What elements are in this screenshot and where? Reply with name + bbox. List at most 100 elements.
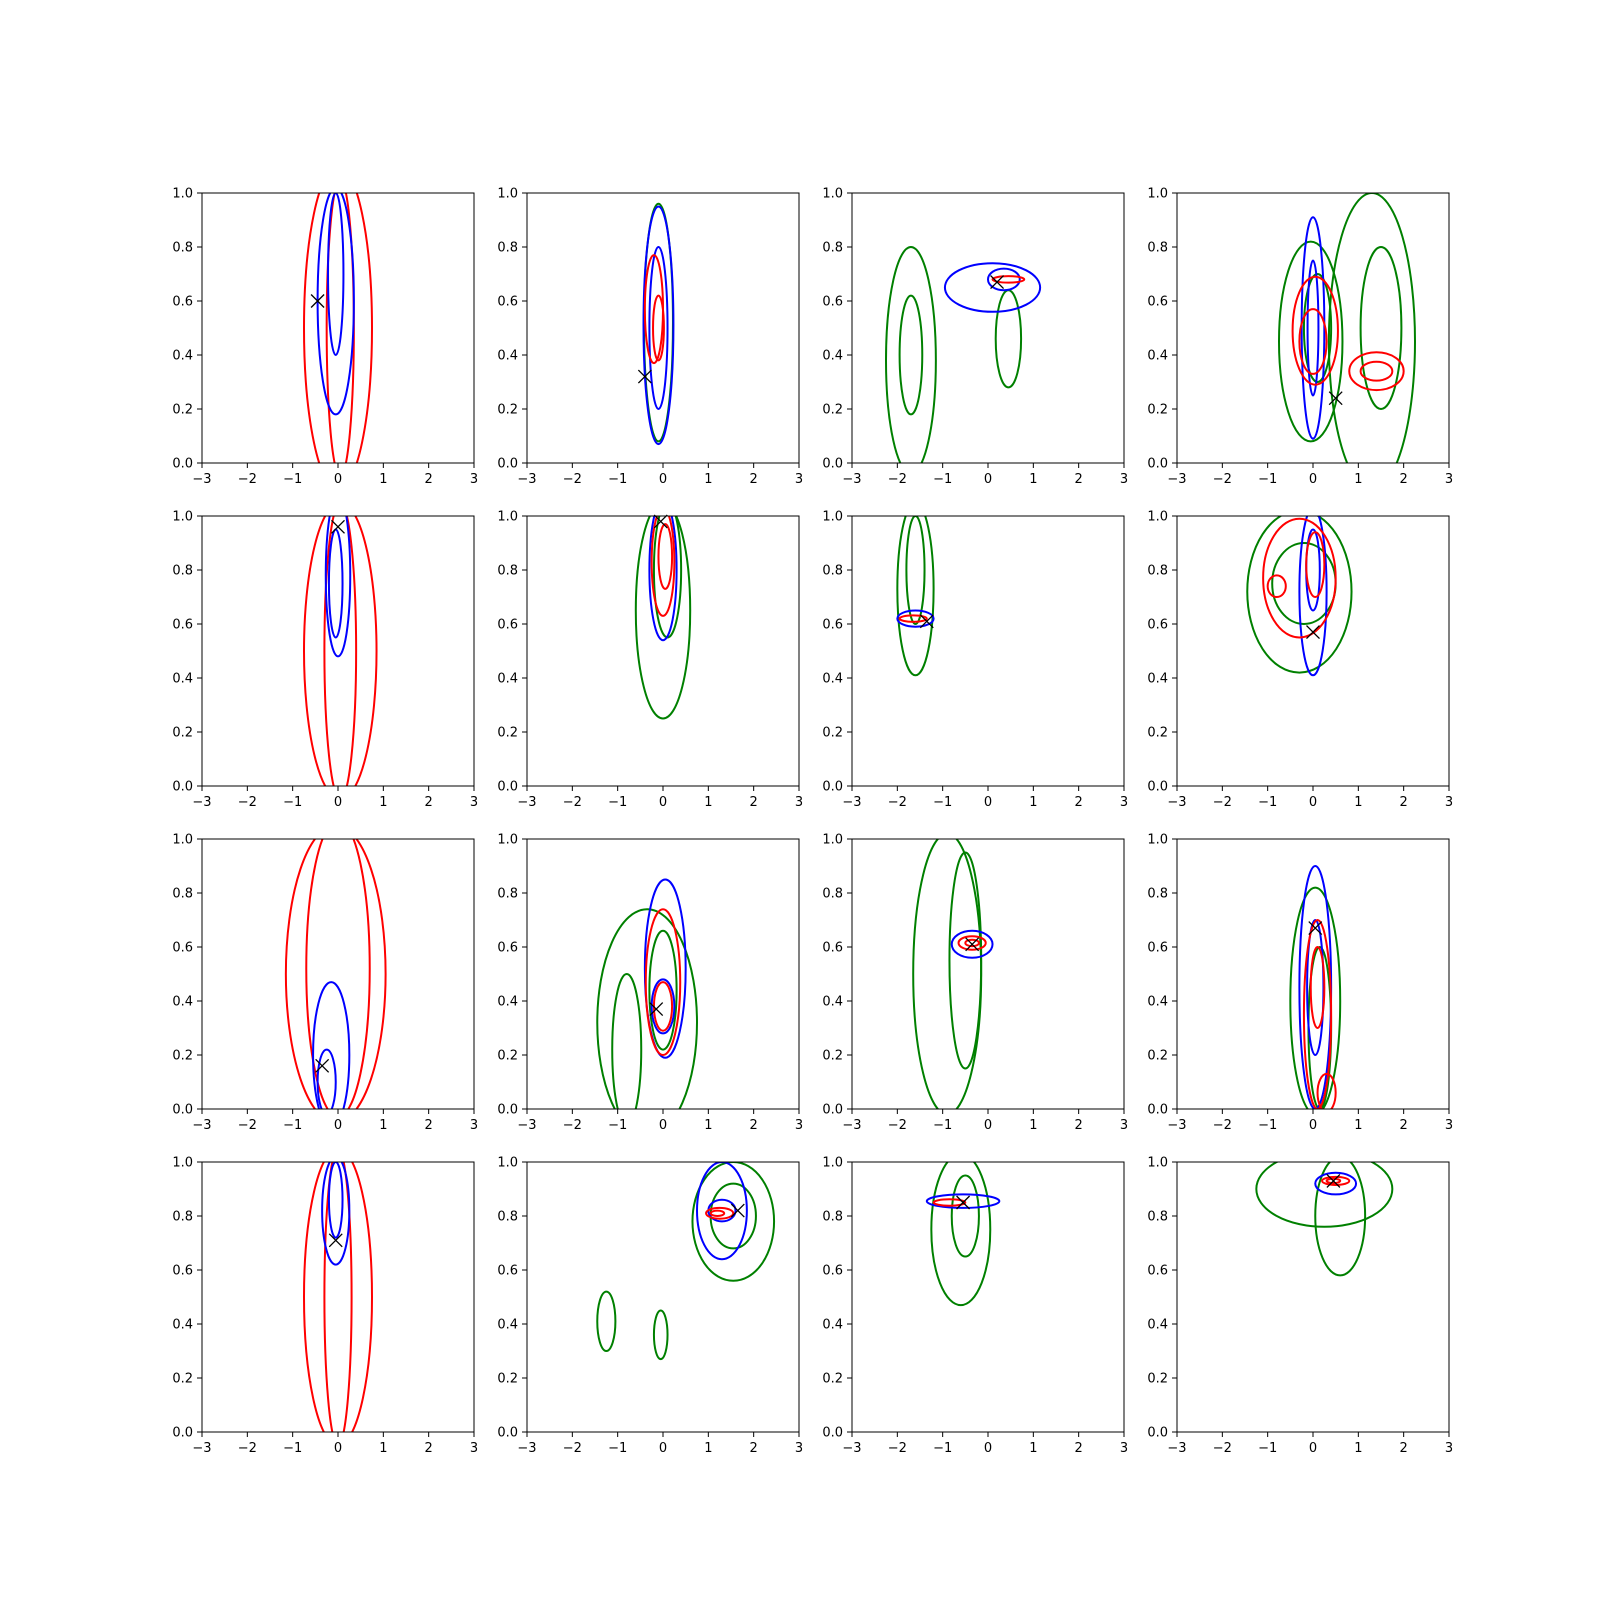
x-tick-label: 3 [795,1118,803,1133]
x-tick-label: 3 [795,1441,803,1456]
x-tick-label: −1 [1258,472,1277,487]
red-contour [323,1162,353,1432]
y-tick-label: 0.2 [172,1049,193,1064]
y-tick-label: 0.0 [1147,780,1168,795]
x-tick-label: 1 [1029,795,1037,810]
red-contour [991,275,1026,284]
true-value-marker [919,614,934,629]
true-value-marker [990,275,1005,290]
x-tick-label: −2 [888,795,907,810]
x-tick-label: 1 [379,472,387,487]
x-tick-label: −1 [283,1118,302,1133]
red-contour [1359,360,1394,382]
green-contour [930,1162,992,1307]
x-tick-label: −2 [563,795,582,810]
y-tick-label: 0.6 [497,295,518,310]
true-value-marker [310,294,325,308]
x-tick-label: −1 [1258,1441,1277,1456]
green-contour [905,516,926,625]
axes-frame [201,1161,475,1433]
x-tick-label: 3 [1445,1118,1453,1133]
green-contour [1327,193,1416,463]
x-tick-label: 2 [1400,1118,1408,1133]
y-tick-label: 0.2 [172,403,193,418]
true-value-marker [965,937,980,952]
x-tick-label: 3 [1445,472,1453,487]
red-contour [1305,531,1326,598]
x-tick-label: −2 [563,1441,582,1456]
y-tick-label: 0.0 [822,780,843,795]
axes-frame [851,838,1125,1110]
x-tick-label: 0 [984,1118,992,1133]
red-contour [1266,574,1287,599]
y-tick-label: 0.0 [822,1103,843,1118]
blue-contour [925,1193,1001,1209]
y-tick-label: 0.6 [1147,941,1168,956]
y-tick-label: 1.0 [822,510,843,525]
axes-frame [1176,1161,1450,1433]
red-contour [1298,308,1328,375]
subplot-5: −3 −2 −1 0 1 2 3 0.0 0.2 0.4 0.6 0.8 1.0 [172,510,478,811]
subplot-13: −3 −2 −1 0 1 2 3 0.0 0.2 0.4 0.6 0.8 1.0 [172,1156,478,1457]
y-tick-label: 0.0 [172,780,193,795]
x-tick-label: 1 [704,1118,712,1133]
contour-layer [634,516,692,720]
x-tick-label: 0 [984,1441,992,1456]
y-tick-label: 0.8 [1147,887,1168,902]
y-tick-label: 0.0 [172,1426,193,1441]
green-contour [1359,246,1403,410]
red-contour [303,516,378,786]
x-tick-label: −2 [238,1441,257,1456]
true-value-marker [730,1203,745,1218]
y-tick-label: 0.0 [497,1103,518,1118]
contour-layer [303,193,373,463]
x-tick-label: 3 [795,472,803,487]
x-tick-label: 2 [1075,795,1083,810]
y-tick-label: 0.0 [497,1426,518,1441]
y-tick-label: 0.6 [822,618,843,633]
blue-contour [648,516,678,642]
true-value-marker [1308,921,1323,936]
x-tick-label: 0 [1309,1118,1317,1133]
x-tick-label: 0 [334,795,342,810]
y-tick-label: 0.2 [172,1372,193,1387]
x-tick-label: 1 [379,1441,387,1456]
green-contour [634,516,692,720]
y-tick-label: 0.8 [497,241,518,256]
x-tick-label: −1 [608,1441,627,1456]
x-tick-label: 2 [1400,795,1408,810]
y-tick-label: 0.0 [172,1103,193,1118]
y-tick-label: 0.8 [822,887,843,902]
green-contour [912,839,983,1109]
subplot-6: −3 −2 −1 0 1 2 3 0.0 0.2 0.4 0.6 0.8 1.0 [497,510,803,811]
y-tick-label: 0.4 [497,349,518,364]
contour-layer [596,878,698,1109]
red-contour [1302,919,1333,1109]
x-tick-label: −1 [283,1441,302,1456]
subplot-14: −3 −2 −1 0 1 2 3 0.0 0.2 0.4 0.6 0.8 1.0 [497,1156,803,1457]
true-value-marker [1326,1173,1341,1188]
subplot-7: −3 −2 −1 0 1 2 3 0.0 0.2 0.4 0.6 0.8 1.0 [822,510,1128,811]
x-tick-label: 1 [379,1118,387,1133]
true-value-marker [331,519,345,534]
y-tick-label: 1.0 [1147,1156,1168,1171]
x-tick-label: 3 [470,1118,478,1133]
x-tick-label: −3 [842,795,861,810]
x-tick-label: −3 [517,795,536,810]
x-tick-label: −2 [563,472,582,487]
contour-layer [1246,516,1353,677]
red-contour [932,1198,967,1207]
y-tick-label: 0.2 [822,726,843,741]
x-tick-label: 2 [1400,1441,1408,1456]
axes-frame [851,515,1125,787]
green-contour [1289,886,1342,1109]
x-tick-label: 3 [1120,1118,1128,1133]
y-tick-label: 0.2 [497,403,518,418]
y-tick-label: 1.0 [497,510,518,525]
red-contour [705,1206,735,1220]
y-tick-label: 0.6 [1147,618,1168,633]
blue-contour [643,878,687,1059]
x-tick-label: 1 [1029,472,1037,487]
axes-frame [526,1161,800,1433]
green-contour [1255,1162,1394,1228]
